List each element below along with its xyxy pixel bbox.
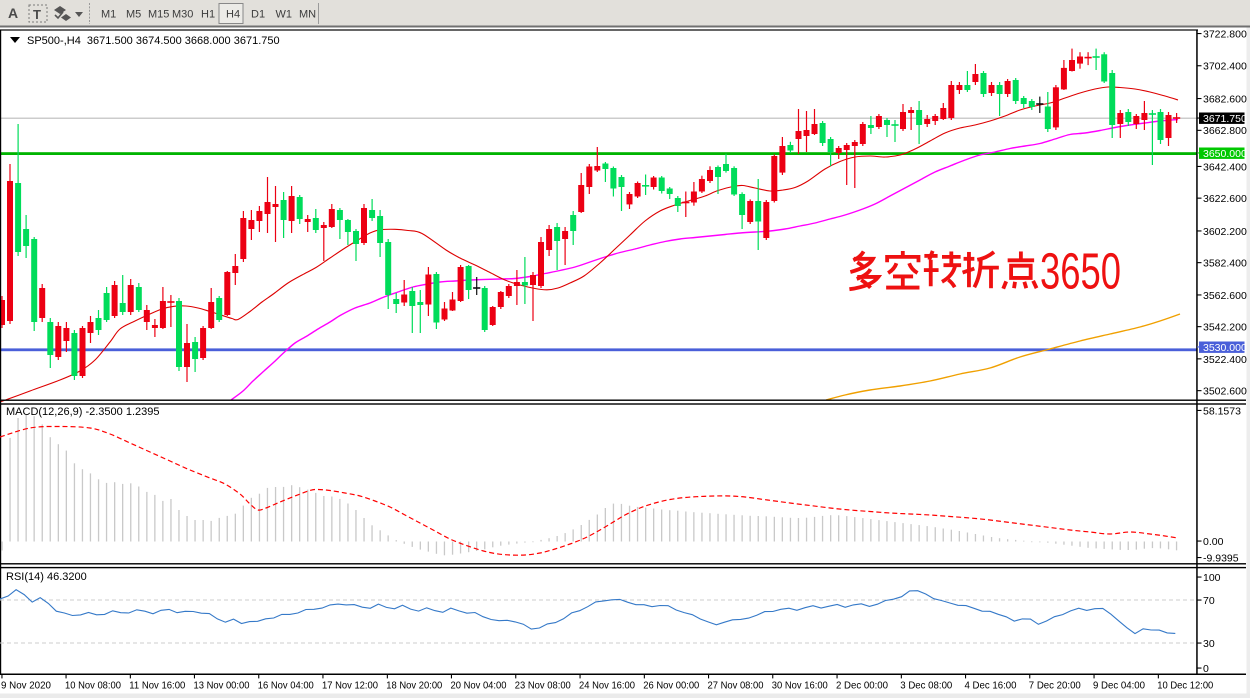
svg-text:M15: M15 bbox=[148, 9, 169, 21]
svg-text:3671.750: 3671.750 bbox=[1203, 113, 1247, 125]
svg-text:3682.600: 3682.600 bbox=[1203, 94, 1247, 106]
svg-text:3622.600: 3622.600 bbox=[1203, 193, 1247, 205]
svg-text:10 Dec 12:00: 10 Dec 12:00 bbox=[1157, 680, 1213, 692]
svg-text:7 Dec 20:00: 7 Dec 20:00 bbox=[1029, 680, 1081, 692]
svg-text:100: 100 bbox=[1203, 572, 1221, 584]
svg-text:24 Nov 16:00: 24 Nov 16:00 bbox=[579, 680, 635, 692]
svg-text:58.1573: 58.1573 bbox=[1203, 405, 1241, 417]
svg-text:27 Nov 08:00: 27 Nov 08:00 bbox=[708, 680, 764, 692]
svg-text:-9.9395: -9.9395 bbox=[1203, 552, 1239, 564]
svg-text:0: 0 bbox=[1203, 663, 1209, 675]
svg-text:23 Nov 08:00: 23 Nov 08:00 bbox=[515, 680, 571, 692]
svg-text:M1: M1 bbox=[101, 9, 116, 21]
svg-text:3602.200: 3602.200 bbox=[1203, 226, 1247, 238]
svg-text:0.00: 0.00 bbox=[1203, 536, 1224, 548]
svg-text:MN: MN bbox=[299, 9, 316, 21]
svg-text:3650.000: 3650.000 bbox=[1203, 148, 1247, 160]
svg-text:M5: M5 bbox=[126, 9, 141, 21]
svg-text:11 Nov 16:00: 11 Nov 16:00 bbox=[129, 680, 185, 692]
svg-text:4 Dec 16:00: 4 Dec 16:00 bbox=[965, 680, 1017, 692]
svg-text:W1: W1 bbox=[276, 9, 293, 21]
svg-text:M30: M30 bbox=[172, 9, 193, 21]
svg-text:MACD(12,26,9) -2.3500 1.2395: MACD(12,26,9) -2.3500 1.2395 bbox=[6, 406, 159, 418]
svg-text:3722.800: 3722.800 bbox=[1203, 28, 1247, 40]
svg-text:SP500-,H4 3671.500 3674.500 3: SP500-,H4 3671.500 3674.500 3668.000 367… bbox=[27, 35, 280, 47]
svg-text:2 Dec 00:00: 2 Dec 00:00 bbox=[836, 680, 888, 692]
svg-text:H1: H1 bbox=[201, 9, 215, 21]
svg-text:18 Nov 20:00: 18 Nov 20:00 bbox=[386, 680, 442, 692]
svg-text:3642.400: 3642.400 bbox=[1203, 161, 1247, 173]
svg-text:3530.000: 3530.000 bbox=[1203, 342, 1247, 354]
svg-text:17 Nov 12:00: 17 Nov 12:00 bbox=[322, 680, 378, 692]
svg-text:70: 70 bbox=[1203, 595, 1215, 607]
svg-text:RSI(14) 46.3200: RSI(14) 46.3200 bbox=[6, 571, 87, 583]
svg-text:3650: 3650 bbox=[1040, 243, 1121, 300]
svg-text:10 Nov 08:00: 10 Nov 08:00 bbox=[65, 680, 121, 692]
svg-text:3562.600: 3562.600 bbox=[1203, 290, 1247, 302]
svg-text:A: A bbox=[8, 5, 18, 21]
svg-text:3542.200: 3542.200 bbox=[1203, 322, 1247, 334]
svg-text:3662.800: 3662.800 bbox=[1203, 125, 1247, 137]
svg-text:H4: H4 bbox=[226, 9, 240, 21]
svg-text:T: T bbox=[33, 7, 41, 22]
svg-text:3 Dec 08:00: 3 Dec 08:00 bbox=[900, 680, 952, 692]
svg-text:26 Nov 00:00: 26 Nov 00:00 bbox=[643, 680, 699, 692]
svg-text:3582.400: 3582.400 bbox=[1203, 258, 1247, 270]
svg-text:20 Nov 04:00: 20 Nov 04:00 bbox=[451, 680, 507, 692]
svg-text:13 Nov 00:00: 13 Nov 00:00 bbox=[194, 680, 250, 692]
svg-text:30 Nov 16:00: 30 Nov 16:00 bbox=[772, 680, 828, 692]
svg-text:D1: D1 bbox=[251, 9, 265, 21]
svg-text:16 Nov 04:00: 16 Nov 04:00 bbox=[258, 680, 314, 692]
svg-text:9 Nov 2020: 9 Nov 2020 bbox=[1, 680, 51, 692]
svg-text:3502.600: 3502.600 bbox=[1203, 386, 1247, 398]
svg-text:9 Dec 04:00: 9 Dec 04:00 bbox=[1093, 680, 1145, 692]
svg-text:30: 30 bbox=[1203, 638, 1215, 650]
svg-text:3702.400: 3702.400 bbox=[1203, 61, 1247, 73]
svg-text:3522.400: 3522.400 bbox=[1203, 354, 1247, 366]
